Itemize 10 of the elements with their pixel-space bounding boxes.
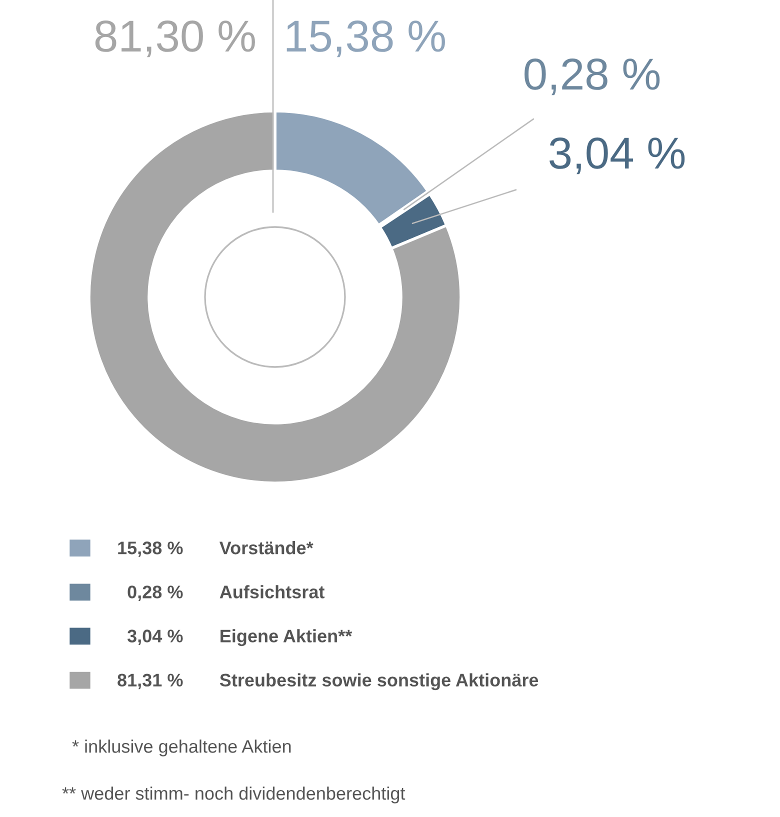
data-label: 3,04 % bbox=[550, 137, 685, 174]
legend-label: 3,04 % Eigene Aktien** bbox=[127, 629, 352, 646]
data-label: 15,38 % bbox=[286, 20, 445, 58]
data-label: 81,30 % bbox=[95, 20, 255, 58]
legend-label: 0,28 % Aufsichtsrat bbox=[128, 585, 324, 601]
text: 81,31 % Streubesitz sowie sonstige Aktionäre bbox=[118, 673, 538, 690]
text: * inklusive gehaltene Aktien bbox=[72, 740, 291, 756]
data-label: 0,28 % bbox=[524, 58, 660, 96]
text: ** weder stimm- noch dividendenberechtigt bbox=[62, 786, 406, 804]
legend-label: 15,38 % Vorstände* bbox=[118, 541, 314, 557]
